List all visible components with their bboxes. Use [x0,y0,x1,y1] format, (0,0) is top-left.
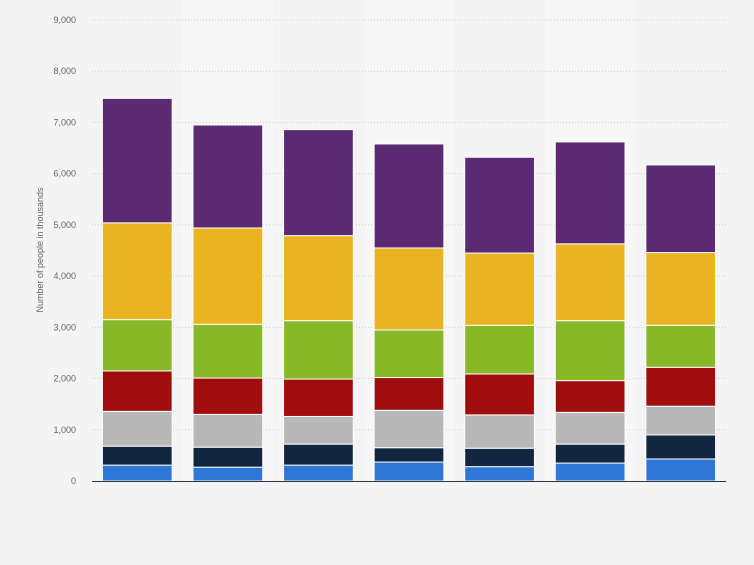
y-tick-label: 5,000 [53,220,76,230]
bar-segment [464,252,535,326]
bar-segment [373,329,445,379]
bar-segment [192,413,264,448]
y-tick-label: 3,000 [53,322,76,332]
bar-segment [554,320,626,382]
bar-segment [645,405,717,436]
bar-segment [101,464,173,482]
bar-segment [554,462,626,482]
bar-segment [554,141,626,245]
y-tick-label: 0 [71,476,76,486]
bar-segment [464,324,535,375]
bar-segment [101,445,173,466]
y-axis-label: Number of people in thousands [35,187,45,313]
bar-segment [645,164,717,254]
bar-segment [464,156,535,254]
bar-segment [101,370,173,412]
bar-segment [283,415,354,445]
bar-segment [373,447,445,463]
bar-segment [464,466,535,482]
bar-segment [554,411,626,445]
bar-segment [554,443,626,464]
bar-segment [373,409,445,449]
bar-segment [283,378,354,417]
bar-segment [645,434,717,460]
bar-segment [283,129,354,237]
y-tick-label: 2,000 [53,374,76,384]
y-tick-label: 6,000 [53,169,76,179]
bar-segment [192,466,264,482]
bar-segment [554,243,626,322]
bar-segment [283,443,354,466]
bar-segment [464,414,535,449]
bar-segment [645,324,717,368]
y-tick-label: 9,000 [53,15,76,25]
bar-segment [464,373,535,416]
bar-segment [283,235,354,322]
bar-segment [645,366,717,407]
bar-segment [101,97,173,224]
bar-segment [373,247,445,331]
bar-segment [101,410,173,447]
y-tick-label: 1,000 [53,425,76,435]
y-tick-label: 7,000 [53,117,76,127]
bar-segment [192,377,264,415]
bar-segment [554,380,626,413]
bar-segment [464,447,535,468]
bar-segment [373,377,445,411]
bar-segment [645,458,717,482]
bar-segment [101,222,173,321]
y-tick-label: 4,000 [53,271,76,281]
bar-segment [192,323,264,379]
bar-segment [192,227,264,325]
bar-segment [283,464,354,482]
bar-segment [192,124,264,229]
bar-segment [192,446,264,468]
bar-segment [283,320,354,380]
y-tick-label: 8,000 [53,66,76,76]
bar-segment [101,319,173,372]
bar-segment [645,252,717,326]
bar-segment [373,461,445,482]
bar-segment [373,143,445,249]
